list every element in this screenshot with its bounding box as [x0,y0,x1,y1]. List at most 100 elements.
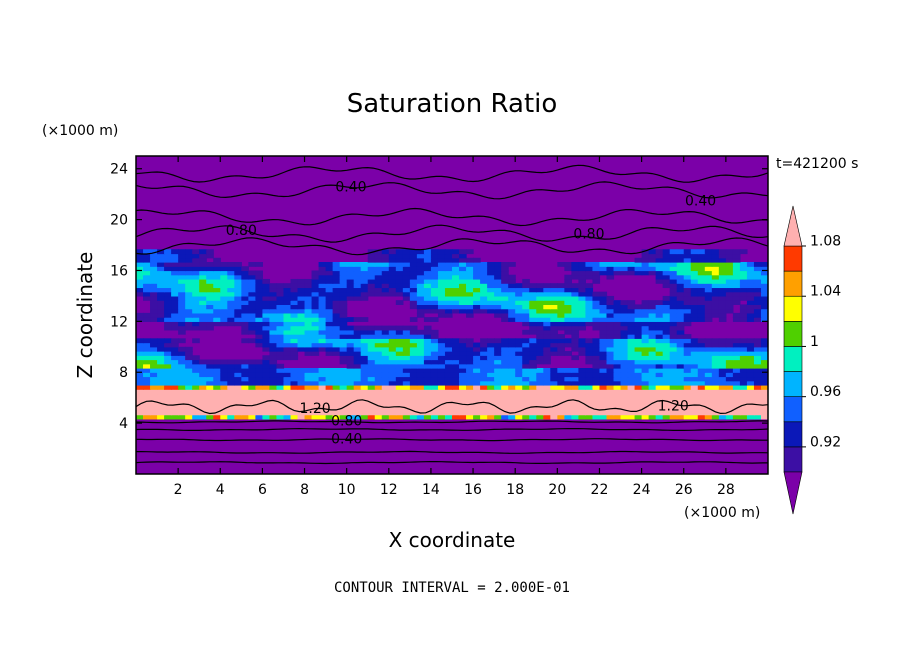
heat-cell [192,270,200,276]
heat-cell [381,359,390,365]
heat-cell [648,359,657,365]
heat-cell [732,312,741,318]
heat-cell [613,376,622,382]
heat-cell [241,384,249,390]
heat-cell [213,266,221,272]
heat-cell [416,384,425,390]
heat-cell [444,287,453,293]
heat-cell [262,397,271,403]
heat-cell [136,397,144,403]
heat-cell [325,287,334,293]
heat-cell [304,389,313,395]
heat-cell [557,317,565,322]
heat-cell [374,266,383,272]
heat-cell [381,397,390,403]
heat-cell [515,351,523,356]
heat-cell [206,363,214,369]
heat-cell [388,346,397,352]
heat-cell [255,359,263,365]
heat-cell [529,329,537,335]
heat-cell [494,283,502,289]
heat-cell [248,389,256,395]
heat-cell [346,380,355,386]
heat-cell [199,317,207,322]
heat-cell [571,287,579,293]
heat-cell [416,368,425,373]
heat-cell [739,274,748,280]
heat-cell [423,325,432,331]
heat-cell [662,338,671,344]
heat-cell [501,338,509,344]
contour-label: 1.20 [658,398,689,414]
heat-cell [543,346,551,352]
heat-cell [529,410,537,416]
heat-cell [529,300,537,305]
heat-cell [269,338,278,344]
heat-cell [206,372,214,378]
heat-cell [606,295,615,301]
heat-cell [599,372,608,378]
heat-cell [697,368,706,373]
heat-cell [459,278,467,284]
heat-cell [241,317,249,322]
heat-cell [599,338,608,344]
heat-cell [353,414,362,420]
heat-cell [171,257,179,263]
heat-cell [262,312,271,318]
heat-cell [669,304,678,310]
heat-cell [395,257,404,263]
x-axis-ticks: 2 4 6 8 10 12 14 16 18 20 22 24 26 28 [174,156,735,498]
heat-cell [262,380,271,386]
heat-cell [480,406,488,411]
heat-cell [578,338,587,344]
heat-cell [508,278,516,284]
heat-cell [409,278,418,284]
heat-cell [480,308,488,314]
heat-cell [262,334,271,339]
heat-cell [311,287,320,293]
heat-cell [690,312,699,318]
heat-cell [171,410,179,416]
heat-cell [325,368,334,373]
heat-cell [711,363,720,369]
heat-cell [753,266,762,272]
heat-cell [746,359,755,365]
heat-cell [423,338,432,344]
heat-cell [206,317,214,322]
heat-cell [290,368,299,373]
heat-cell [683,410,692,416]
heat-cell [473,346,481,352]
heat-cell [578,283,587,289]
heat-cell [760,372,768,378]
heat-cell [515,401,523,407]
heat-cell [367,363,376,369]
heat-cell [494,266,502,272]
heat-cell [360,342,369,348]
heat-cell [739,308,748,314]
heat-cell [220,266,228,272]
heat-cell [620,372,629,378]
heat-cell [283,397,292,403]
heat-cell [746,312,755,318]
heat-cell [543,325,551,331]
heat-cell [388,359,397,365]
heat-cell [466,295,474,301]
heat-cell [536,342,544,348]
heat-cell [290,355,299,361]
heat-cell [662,266,671,272]
heat-cell [437,249,446,255]
heat-cell [213,300,221,305]
heat-cell [395,249,404,255]
heat-cell [634,329,643,335]
heat-cell [430,389,439,395]
heat-cell [220,283,228,289]
heat-cell [171,308,179,314]
heat-cell [746,317,755,322]
heat-cell [760,262,768,267]
heat-cell [213,384,221,390]
heat-cell [136,262,144,267]
heat-cell [360,389,369,395]
heat-cell [192,406,200,411]
heat-cell [150,287,158,293]
